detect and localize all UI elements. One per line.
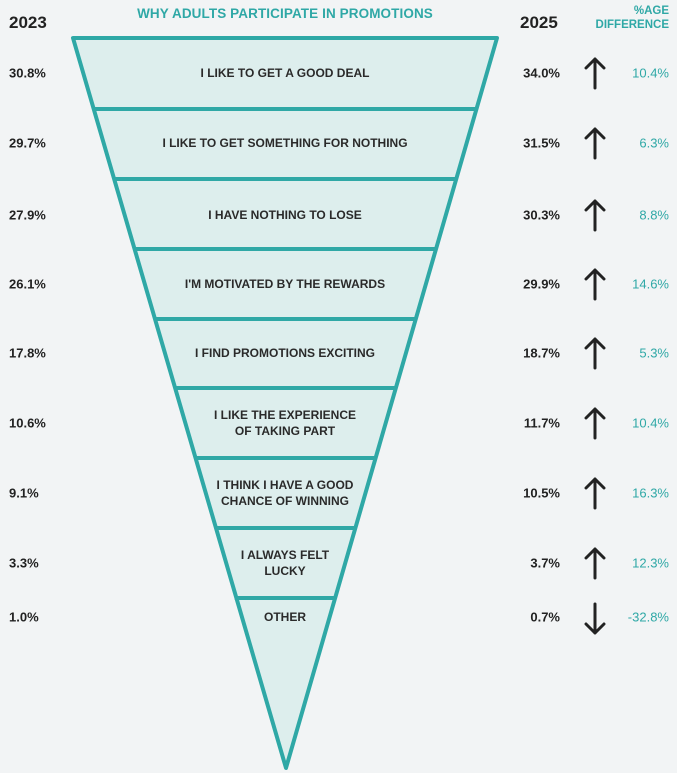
value-2023: 1.0% xyxy=(9,609,39,625)
funnel-segment-label: I'M MOTIVATED BY THE REWARDS xyxy=(184,277,386,291)
funnel-segment-label: I LIKE TO GET A GOOD DEAL xyxy=(200,66,370,80)
value-2023: 17.8% xyxy=(9,345,46,361)
difference-header-line1: %AGE xyxy=(633,5,669,17)
value-2023: 10.6% xyxy=(9,415,46,431)
arrow-up-icon xyxy=(584,268,606,301)
value-2025: 31.5% xyxy=(523,135,560,151)
funnel-segment-label: I FIND PROMOTIONS EXCITING xyxy=(194,346,375,360)
value-2025: 10.5% xyxy=(523,485,560,501)
funnel-segment-label: I LIKE THE EXPERIENCE OF TAKING PART xyxy=(213,408,357,438)
value-2025: 3.7% xyxy=(530,555,560,571)
percentage-difference: 10.4% xyxy=(632,65,669,81)
arrow-up-icon xyxy=(584,477,606,510)
arrow-up-icon xyxy=(584,337,606,370)
value-2023: 30.8% xyxy=(9,65,46,81)
funnel-segment-label: I THINK I HAVE A GOOD CHANCE OF WINNING xyxy=(216,478,354,508)
value-2025: 29.9% xyxy=(523,276,560,292)
difference-header: %AGE DIFFERENCE xyxy=(596,4,669,32)
percentage-difference: 12.3% xyxy=(632,555,669,571)
chart-title: WHY ADULTS PARTICIPATE IN PROMOTIONS xyxy=(137,6,433,21)
value-2025: 18.7% xyxy=(523,345,560,361)
percentage-difference: 10.4% xyxy=(632,415,669,431)
percentage-difference: 8.8% xyxy=(639,207,669,223)
percentage-difference: 16.3% xyxy=(632,485,669,501)
percentage-difference: -32.8% xyxy=(627,609,669,625)
value-2023: 3.3% xyxy=(9,555,39,571)
value-2023: 29.7% xyxy=(9,135,46,151)
value-2023: 9.1% xyxy=(9,485,39,501)
funnel-segment-label: I HAVE NOTHING TO LOSE xyxy=(208,208,362,222)
arrow-down-icon xyxy=(584,602,606,635)
arrow-up-icon xyxy=(584,199,606,232)
arrow-up-icon xyxy=(584,547,606,580)
value-2025: 30.3% xyxy=(523,207,560,223)
value-2023: 26.1% xyxy=(9,276,46,292)
funnel-segment-label: I LIKE TO GET SOMETHING FOR NOTHING xyxy=(162,136,408,150)
year-2023-header: 2023 xyxy=(9,13,47,32)
year-2025-header: 2025 xyxy=(520,13,558,32)
funnel-dividers xyxy=(93,107,477,600)
percentage-difference: 6.3% xyxy=(639,135,669,151)
funnel-segment-label: OTHER xyxy=(264,610,306,624)
funnel-segment-label: I ALWAYS FELT LUCKY xyxy=(240,548,330,578)
arrow-up-icon xyxy=(584,127,606,160)
funnel-outline xyxy=(71,36,499,770)
arrow-up-icon xyxy=(584,57,606,90)
difference-header-line2: DIFFERENCE xyxy=(595,19,669,31)
value-2025: 34.0% xyxy=(523,65,560,81)
value-2025: 0.7% xyxy=(530,609,560,625)
arrow-up-icon xyxy=(584,407,606,440)
value-2023: 27.9% xyxy=(9,207,46,223)
percentage-difference: 14.6% xyxy=(632,276,669,292)
value-2025: 11.7% xyxy=(523,415,560,431)
percentage-difference: 5.3% xyxy=(639,345,669,361)
